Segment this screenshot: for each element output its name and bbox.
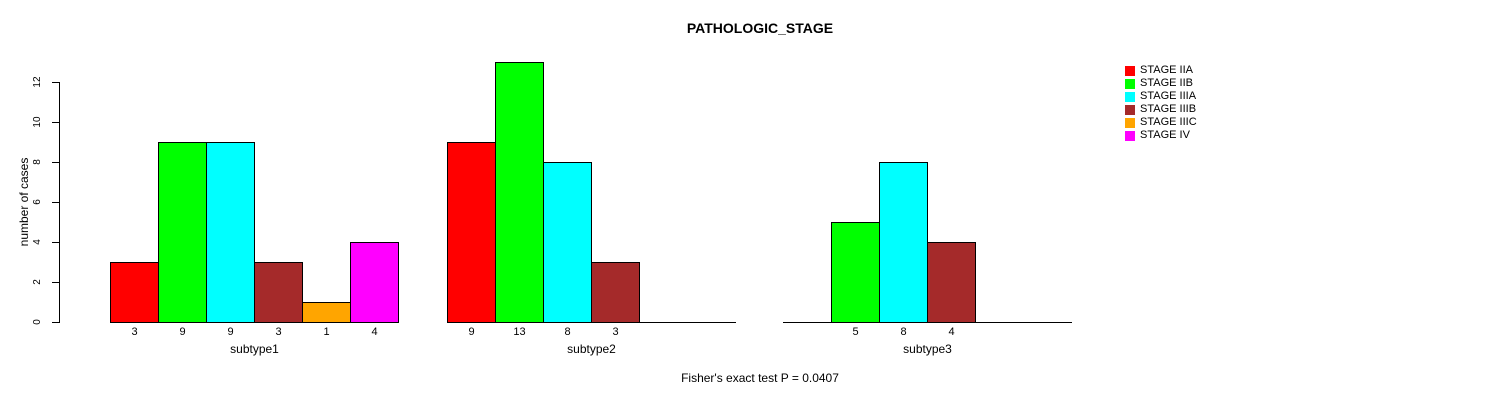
y-axis-tick	[52, 122, 59, 123]
y-tick-label: 4	[32, 239, 43, 245]
category-label-subtype1: subtype1	[230, 342, 279, 356]
legend-item: STAGE IIIA	[1125, 90, 1197, 103]
y-axis-tick	[52, 242, 59, 243]
legend-label: STAGE IV	[1140, 129, 1190, 141]
bar-value-label: 1	[323, 326, 330, 338]
legend-swatch-icon	[1125, 130, 1135, 141]
legend-item: STAGE IIA	[1125, 64, 1197, 77]
y-tick-label: 2	[32, 279, 43, 285]
bar-value-label: 3	[275, 326, 282, 338]
bar-value-label: 9	[468, 326, 475, 338]
y-tick-label: 12	[32, 76, 43, 88]
bar-stage-iiic-subtype1	[302, 302, 351, 323]
legend-item: STAGE IV	[1125, 129, 1197, 142]
bar-value-label: 13	[513, 326, 526, 338]
y-axis-tick	[52, 82, 59, 83]
stats-annotation: Fisher's exact test P = 0.0407	[681, 371, 839, 385]
bar-stage-iia-subtype2	[447, 142, 496, 323]
legend-swatch-icon	[1125, 104, 1135, 115]
category-label-subtype3: subtype3	[903, 342, 952, 356]
y-axis-tick	[52, 322, 59, 323]
bar-value-label: 4	[371, 326, 378, 338]
bar-stage-iiia-subtype2	[543, 162, 592, 323]
bar-value-label: 8	[900, 326, 907, 338]
legend-swatch-icon	[1125, 78, 1135, 89]
y-axis-line	[59, 82, 60, 323]
bar-stage-iia-subtype1	[110, 262, 159, 323]
bar-value-label: 5	[852, 326, 859, 338]
legend-label: STAGE IIIA	[1140, 90, 1197, 102]
legend-label: STAGE IIA	[1140, 64, 1193, 76]
bar-stage-iib-subtype2	[495, 62, 544, 323]
bar-stage-iv-subtype1	[350, 242, 399, 323]
bar-stage-iiia-subtype3	[879, 162, 928, 323]
legend-label: STAGE IIB	[1140, 77, 1193, 89]
y-tick-label: 10	[32, 116, 43, 128]
legend-item: STAGE IIIC	[1125, 116, 1197, 129]
bar-value-label: 9	[179, 326, 186, 338]
bar-stage-iiib-subtype3	[927, 242, 976, 323]
y-tick-label: 0	[32, 319, 43, 325]
bar-stage-iib-subtype1	[158, 142, 207, 323]
bar-stage-iiia-subtype1	[206, 142, 255, 323]
bar-value-label: 8	[564, 326, 571, 338]
y-axis-tick	[52, 162, 59, 163]
bar-value-label: 3	[131, 326, 138, 338]
bar-stage-iib-subtype3	[831, 222, 880, 323]
chart-title: PATHOLOGIC_STAGE	[686, 20, 834, 36]
bar-stage-iiib-subtype2	[591, 262, 640, 323]
y-axis-tick	[52, 282, 59, 283]
legend-swatch-icon	[1125, 91, 1135, 102]
y-axis-tick	[52, 202, 59, 203]
category-label-subtype2: subtype2	[567, 342, 616, 356]
y-tick-label: 6	[32, 199, 43, 205]
y-axis-label: number of cases	[17, 157, 31, 247]
legend-item: STAGE IIB	[1125, 77, 1197, 90]
bar-value-label: 9	[227, 326, 234, 338]
bar-value-label: 3	[612, 326, 619, 338]
legend-label: STAGE IIIC	[1140, 116, 1197, 128]
legend-label: STAGE IIIB	[1140, 103, 1197, 115]
bar-value-label: 4	[948, 326, 955, 338]
legend-swatch-icon	[1125, 65, 1135, 76]
legend-item: STAGE IIIB	[1125, 103, 1197, 116]
legend-swatch-icon	[1125, 117, 1135, 128]
y-tick-label: 8	[32, 159, 43, 165]
legend: STAGE IIA STAGE IIB STAGE IIIA STAGE IIIB ST…	[1125, 64, 1197, 142]
bar-stage-iiib-subtype1	[254, 262, 303, 323]
